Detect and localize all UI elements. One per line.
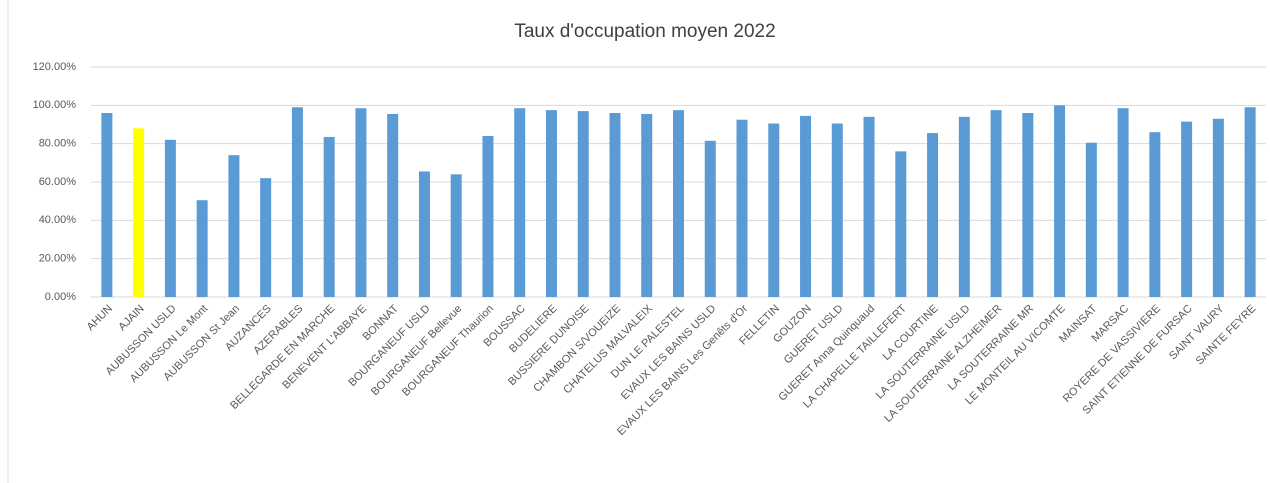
bar (958, 116, 970, 297)
bar (800, 115, 812, 297)
bar (1022, 113, 1034, 297)
bar (768, 123, 780, 298)
bar (1212, 118, 1224, 297)
bar (355, 108, 367, 297)
y-tick-label: 20.00% (39, 253, 77, 265)
bar (1054, 105, 1066, 297)
bar (736, 119, 748, 297)
bar (545, 110, 557, 297)
y-tick-label: 0.00% (45, 291, 76, 303)
bar (895, 151, 907, 297)
bar (323, 136, 335, 297)
bar (1117, 108, 1129, 297)
bar (291, 107, 303, 297)
y-tick-label: 40.00% (39, 214, 77, 226)
bar (133, 128, 145, 297)
bar (514, 108, 526, 297)
bar (863, 116, 875, 297)
bar (990, 110, 1002, 297)
bar (418, 171, 430, 297)
bar (577, 111, 589, 297)
bar (927, 133, 939, 297)
bar (609, 113, 621, 297)
y-tick-label: 80.00% (39, 138, 77, 150)
bar (450, 174, 462, 297)
bar (673, 110, 684, 297)
bar (641, 113, 653, 297)
bar (260, 178, 272, 297)
bar (831, 123, 843, 298)
bar (1244, 107, 1256, 297)
bar (1181, 121, 1193, 297)
bar (1085, 142, 1097, 297)
bar (101, 113, 113, 297)
bar (482, 136, 494, 297)
bar (228, 155, 240, 297)
chart-title: Taux d'occupation moyen 2022 (514, 21, 775, 42)
bar (1149, 132, 1161, 297)
bar (704, 140, 716, 297)
y-tick-label: 100.00% (33, 99, 77, 111)
y-tick-label: 60.00% (39, 176, 77, 188)
bar (164, 139, 176, 297)
bar (196, 200, 208, 297)
bar (387, 113, 399, 297)
y-tick-label: 120.00% (33, 61, 77, 73)
